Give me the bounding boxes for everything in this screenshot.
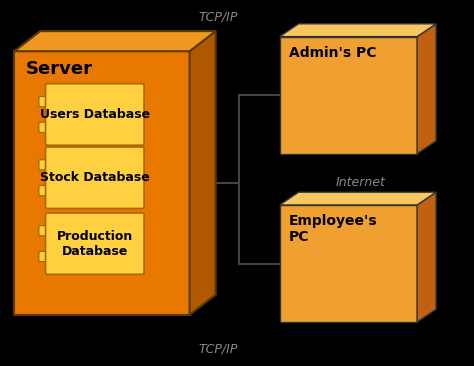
Text: Employee's
PC: Employee's PC bbox=[289, 214, 378, 244]
FancyBboxPatch shape bbox=[39, 160, 50, 170]
FancyBboxPatch shape bbox=[46, 213, 144, 274]
Text: TCP/IP: TCP/IP bbox=[198, 342, 238, 355]
Text: Production
Database: Production Database bbox=[57, 229, 133, 258]
FancyBboxPatch shape bbox=[39, 97, 50, 107]
Text: Users Database: Users Database bbox=[40, 108, 150, 121]
FancyBboxPatch shape bbox=[46, 147, 144, 209]
Polygon shape bbox=[14, 51, 190, 315]
FancyBboxPatch shape bbox=[39, 251, 50, 262]
Polygon shape bbox=[280, 192, 436, 205]
FancyBboxPatch shape bbox=[39, 225, 50, 236]
FancyBboxPatch shape bbox=[39, 186, 50, 196]
Polygon shape bbox=[280, 205, 417, 322]
Text: Internet: Internet bbox=[335, 176, 385, 190]
FancyBboxPatch shape bbox=[39, 122, 50, 132]
Polygon shape bbox=[417, 192, 436, 322]
Polygon shape bbox=[417, 24, 436, 154]
FancyBboxPatch shape bbox=[46, 84, 144, 145]
Polygon shape bbox=[190, 31, 216, 315]
Polygon shape bbox=[280, 37, 417, 154]
Text: Server: Server bbox=[26, 60, 93, 78]
Polygon shape bbox=[280, 24, 436, 37]
Text: TCP/IP: TCP/IP bbox=[198, 11, 238, 24]
Text: Stock Database: Stock Database bbox=[40, 171, 150, 184]
Polygon shape bbox=[14, 31, 216, 51]
Text: Admin's PC: Admin's PC bbox=[289, 46, 377, 60]
